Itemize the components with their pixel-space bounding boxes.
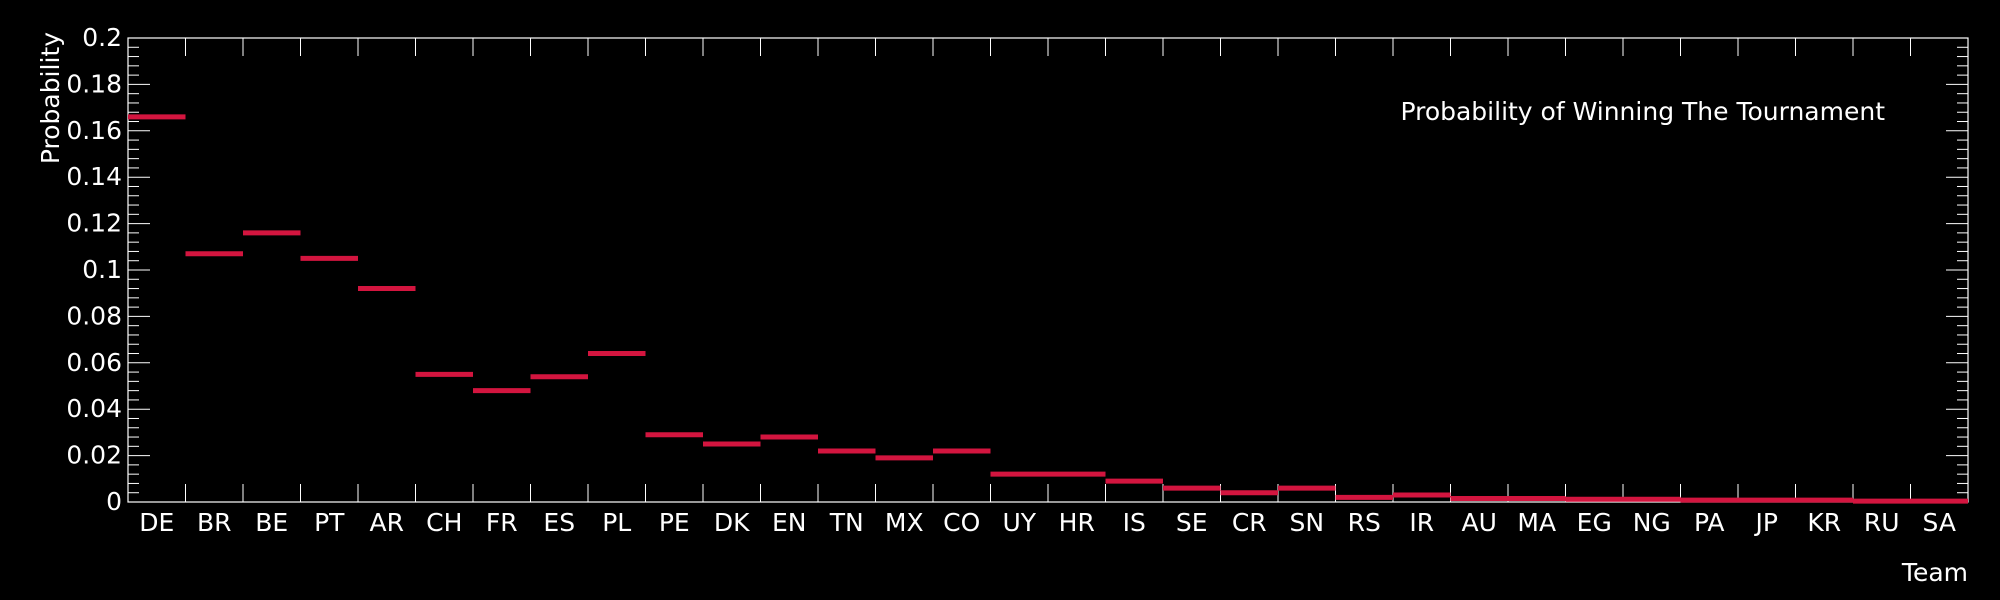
x-axis: DE BR BE PT AR CH FR ES PL PE DK EN TN MX CO UY HR IS SE CR… xyxy=(127,38,1969,537)
x-tick-label: SA xyxy=(1923,508,1956,537)
chart-title: Probability of Winning The Tournament xyxy=(1400,97,1885,126)
y-tick-label: 0.18 xyxy=(66,69,122,98)
x-tick-label: KR xyxy=(1807,508,1841,537)
bar-series xyxy=(128,114,1968,504)
x-tick-label: CO xyxy=(943,508,980,537)
x-tick-label: TN xyxy=(829,508,864,537)
y-axis: 0 0.02 0.04 0.06 0.08 0.1 0.12 0.14 0.16 0.18 0.2 xyxy=(66,23,1968,516)
y-tick-label: 0.16 xyxy=(66,116,122,145)
x-tick-label: IR xyxy=(1409,508,1434,537)
x-axis-label: Team xyxy=(1901,558,1968,587)
x-tick-label: DK xyxy=(714,508,750,537)
x-tick-label: CR xyxy=(1232,508,1267,537)
x-tick-label: IS xyxy=(1123,508,1146,537)
x-tick-label: PA xyxy=(1694,508,1725,537)
x-tick-label: SE xyxy=(1176,508,1208,537)
y-tick-label: 0 xyxy=(106,487,122,516)
y-tick-label: 0.1 xyxy=(82,255,122,284)
x-tick-label: HR xyxy=(1059,508,1095,537)
x-tick-label: UY xyxy=(1002,508,1036,537)
y-tick-label: 0.12 xyxy=(66,209,122,238)
x-tick-label: EN xyxy=(772,508,807,537)
x-tick-label: BR xyxy=(197,508,232,537)
x-tick-label: PL xyxy=(602,508,631,537)
y-tick-label: 0.08 xyxy=(66,301,122,330)
y-tick-label: 0.06 xyxy=(66,348,122,377)
y-tick-label: 0.14 xyxy=(66,162,122,191)
x-tick-label: EG xyxy=(1577,508,1612,537)
x-tick-label: SN xyxy=(1289,508,1324,537)
y-tick-label: 0.2 xyxy=(82,23,122,52)
x-tick-label: JP xyxy=(1754,508,1778,537)
x-tick-label: FR xyxy=(486,508,518,537)
x-tick-label: PE xyxy=(659,508,690,537)
x-tick-label: AU xyxy=(1462,508,1497,537)
x-tick-label: BE xyxy=(255,508,288,537)
x-tick-label: CH xyxy=(426,508,462,537)
x-tick-label: MA xyxy=(1517,508,1556,537)
y-tick-label: 0.04 xyxy=(66,394,122,423)
y-tick-label: 0.02 xyxy=(66,441,122,470)
x-tick-label: DE xyxy=(139,508,174,537)
x-tick-label: RU xyxy=(1864,508,1900,537)
x-tick-label: NG xyxy=(1633,508,1671,537)
x-tick-label: ES xyxy=(543,508,575,537)
x-tick-label: AR xyxy=(370,508,404,537)
x-tick-label: MX xyxy=(885,508,924,537)
x-tick-label: PT xyxy=(314,508,345,537)
y-axis-label: Probability xyxy=(36,32,65,164)
x-tick-label: RS xyxy=(1348,508,1381,537)
